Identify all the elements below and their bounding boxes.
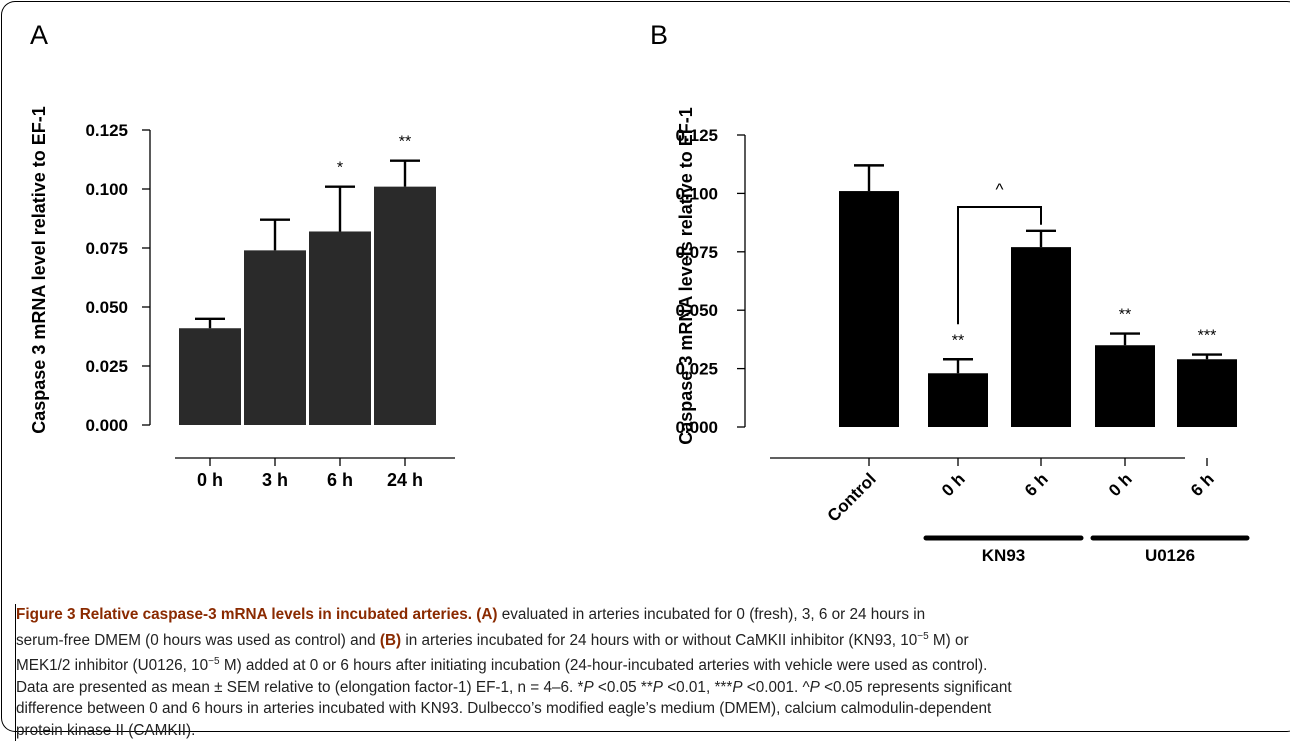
panel-a-chart: 0.000 0.025 0.050 0.075 0.100 0.125 Caspase 3 … — [29, 106, 455, 490]
significance-mark: ** — [952, 332, 964, 349]
caption-line: (A) evaluated in arteries incubated for … — [476, 606, 925, 623]
caption-title: Figure 3 Relative caspase-3 mRNA levels … — [16, 606, 472, 623]
significance-bracket — [957, 206, 1042, 325]
x-tick-label: 0 h — [197, 470, 223, 490]
caption-segment: <0.001. ^ — [742, 678, 810, 696]
group-label: KN93 — [982, 546, 1025, 565]
bar — [1095, 345, 1155, 427]
caption-segment: MEK1/2 inhibitor (U0126, 10 — [16, 657, 209, 675]
caption-segment: serum-free DMEM (0 hours was used as con… — [16, 631, 380, 649]
y-tick-label: 0.000 — [675, 418, 718, 437]
y-tick-label: 0.100 — [675, 184, 718, 203]
caption-segment: <0.05 represents significant — [819, 678, 1012, 696]
x-tick-label: 24 h — [387, 470, 423, 490]
caption-line: protein kinase II (CAMKII). — [16, 720, 1281, 741]
x-tick-label: 6 h — [1187, 469, 1218, 500]
y-tick-label: 0.025 — [675, 360, 718, 379]
figure-charts: A B 0.0000.0250.0500.0750.1000.125Caspas… — [29, 20, 1250, 565]
y-tick-label: 0.050 — [675, 301, 718, 320]
group-label: U0126 — [1145, 546, 1195, 565]
bracket-label: ^ — [996, 180, 1004, 199]
significance-mark: * — [337, 160, 343, 177]
caption-segment: (A) — [476, 606, 498, 623]
caption-segment: <0.01, *** — [662, 678, 733, 696]
caption-line: MEK1/2 inhibitor (U0126, 10−5 M) added a… — [16, 651, 1281, 677]
bar — [1011, 247, 1071, 427]
y-tick-label: 0.075 — [85, 239, 128, 258]
panel-b-label: B — [650, 20, 668, 50]
panel-a-label: A — [30, 20, 48, 50]
caption-segment: P — [732, 678, 743, 696]
caption-segment: P — [652, 678, 663, 696]
caption-segment: P — [583, 678, 594, 696]
caption-segment: evaluated in arteries incubated for 0 (f… — [497, 606, 926, 623]
caption-segment: (B) — [379, 631, 402, 649]
y-tick-label: 0.125 — [675, 126, 718, 145]
significance-mark: ** — [399, 134, 411, 151]
figure-caption: Figure 3 Relative caspase-3 mRNA levels … — [15, 604, 1281, 741]
caption-segment: protein kinase II (CAMKII). — [16, 721, 196, 739]
caption-segment: −5 — [917, 630, 929, 642]
significance-mark: *** — [1198, 328, 1217, 345]
y-tick-label: 0.000 — [85, 416, 128, 435]
bar — [244, 250, 306, 425]
bar — [309, 231, 371, 425]
caption-segment: in arteries incubated for 24 hours with … — [401, 631, 918, 649]
y-tick-label: 0.125 — [85, 121, 128, 140]
caption-segment: −5 — [208, 656, 220, 668]
significance-mark: ** — [1119, 307, 1131, 324]
caption-segment: difference between 0 and 6 hours in arte… — [16, 700, 992, 718]
y-axis-label: Caspase 3 mRNA levels relative to EF-1 — [676, 107, 696, 444]
x-tick-label: 0 h — [938, 469, 969, 500]
caption-line: difference between 0 and 6 hours in arte… — [16, 698, 1281, 720]
x-tick-label: Control — [824, 469, 880, 525]
x-tick-label: 6 h — [327, 470, 353, 490]
caption-segment: M) or — [928, 631, 969, 649]
y-tick-label: 0.100 — [85, 180, 128, 199]
caption-segment: M) added at 0 or 6 hours after initiatin… — [219, 657, 988, 675]
y-tick-label: 0.025 — [85, 357, 128, 376]
caption-segment: <0.05 ** — [593, 678, 653, 696]
x-tick-label: 0 h — [1105, 469, 1136, 500]
caption-segment: P — [809, 678, 820, 696]
x-tick-label: 3 h — [262, 470, 288, 490]
bar — [839, 191, 899, 427]
caption-line: Data are presented as mean ± SEM relativ… — [16, 677, 1281, 699]
bar — [179, 328, 241, 425]
caption-segment: Data are presented as mean ± SEM relativ… — [16, 678, 584, 696]
x-tick-label: 6 h — [1021, 469, 1052, 500]
y-tick-label: 0.050 — [85, 298, 128, 317]
y-axis-label: Caspase 3 mRNA level relative to EF-1 — [29, 106, 49, 433]
caption-line: serum-free DMEM (0 hours was used as con… — [16, 626, 1281, 652]
y-tick-label: 0.075 — [675, 243, 718, 262]
bar — [1177, 359, 1237, 427]
bar — [928, 373, 988, 427]
bar — [374, 186, 436, 425]
